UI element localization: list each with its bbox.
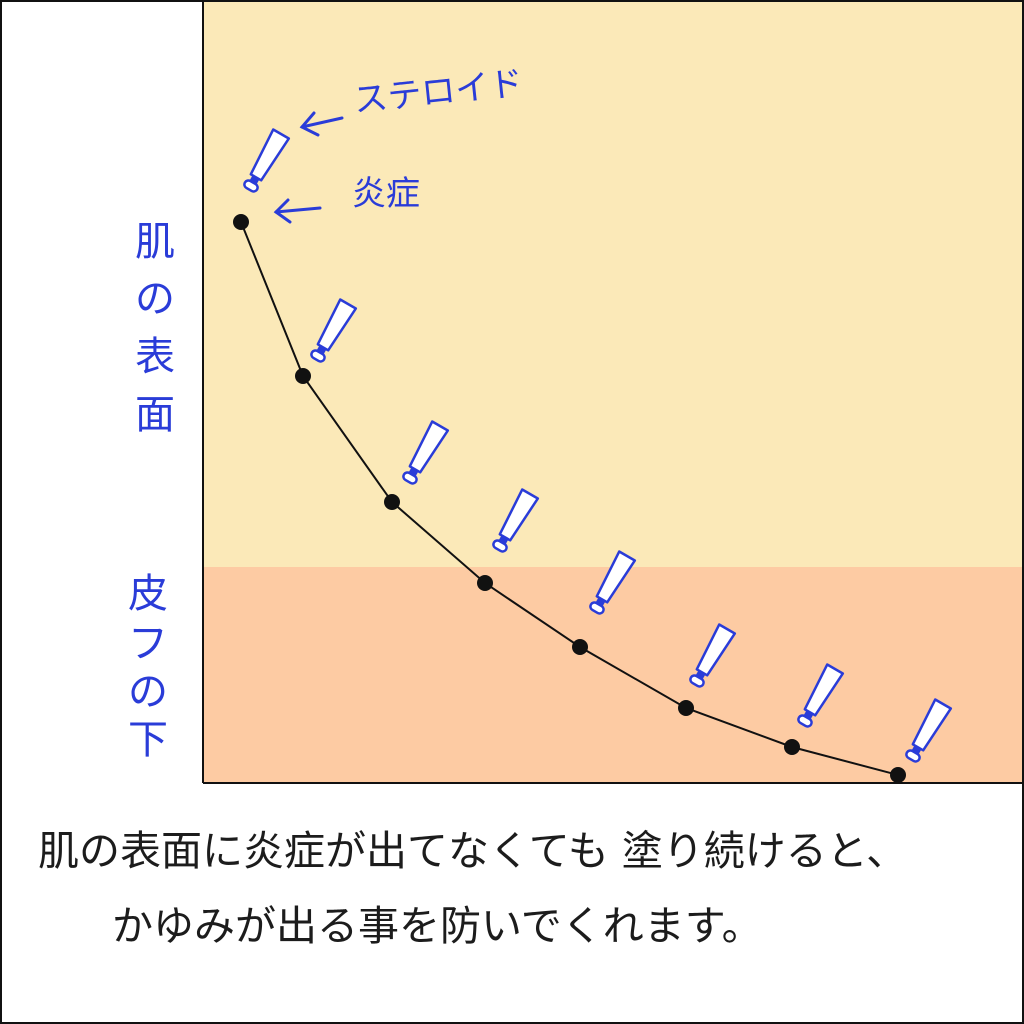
steroid-arrow-icon bbox=[299, 111, 344, 137]
ointment-tube-icon bbox=[905, 698, 953, 763]
ointment-tube-icon bbox=[589, 550, 637, 615]
below-label-char-2: フ bbox=[128, 621, 168, 667]
curve-point-6 bbox=[678, 700, 694, 716]
ointment-tube-icon bbox=[243, 128, 291, 193]
surface-label-char-1: 肌 bbox=[135, 219, 175, 265]
inflammation-arrow-icon bbox=[273, 198, 322, 224]
skin-surface-band bbox=[203, 2, 1022, 567]
curve-point-3 bbox=[384, 494, 400, 510]
below-label-char-3: の bbox=[128, 669, 168, 715]
below-skin-band bbox=[203, 567, 1022, 783]
ointment-tube-icon bbox=[492, 488, 540, 553]
curve-point-7 bbox=[784, 739, 800, 755]
caption-line-2: かゆみが出る事を防いでくれます。 bbox=[112, 902, 763, 950]
ointment-tube-icon bbox=[797, 663, 845, 728]
curve-point-4 bbox=[477, 575, 493, 591]
caption-line-1: 肌の表面に炎症が出てなくても 塗り続けると、 bbox=[38, 827, 907, 875]
ointment-tube-icon bbox=[689, 623, 737, 688]
ointment-tube-icon bbox=[402, 420, 450, 485]
decay-curve bbox=[240, 221, 899, 776]
ointment-tube-icon bbox=[310, 298, 358, 363]
inflammation-label: 炎症 bbox=[352, 174, 420, 214]
below-label-char-4: 下 bbox=[128, 717, 168, 763]
surface-label-char-2: の bbox=[135, 276, 175, 322]
below-label-char-1: 皮 bbox=[128, 571, 168, 617]
curve-point-5 bbox=[572, 639, 588, 655]
curve-point-8 bbox=[890, 767, 906, 783]
surface-label-char-4: 面 bbox=[135, 392, 175, 438]
curve-point-1 bbox=[233, 214, 249, 230]
surface-label-char-3: 表 bbox=[135, 334, 175, 380]
curve-point-2 bbox=[295, 368, 311, 384]
